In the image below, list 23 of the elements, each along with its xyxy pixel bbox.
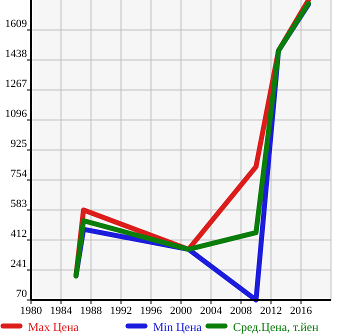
y-tick-label: 1609 (5, 18, 28, 30)
y-tick-label: 583 (10, 198, 28, 210)
x-tick-label: 2016 (290, 305, 312, 317)
y-tick-label: 1096 (5, 108, 28, 120)
y-tick-label: 241 (10, 258, 27, 270)
y-tick-label: 925 (10, 138, 28, 150)
legend-label: Max Цена (28, 320, 80, 334)
x-tick-label: 2000 (170, 305, 192, 317)
x-tick-label: 1980 (20, 305, 42, 317)
y-tick-label: 1438 (5, 48, 28, 60)
legend-label: Min Цена (153, 320, 202, 334)
x-tick-label: 2004 (200, 305, 222, 317)
x-tick-label: 1984 (50, 305, 72, 317)
y-tick-label: 1267 (5, 78, 28, 90)
x-tick-label: 1988 (80, 305, 102, 317)
y-tick-label: 412 (10, 228, 27, 240)
x-tick-label: 1996 (140, 305, 162, 317)
y-tick-label: 70 (16, 288, 28, 300)
x-tick-label: 2008 (230, 305, 252, 317)
legend-label: Сред.Цена, т.йен (233, 320, 320, 334)
y-tick-label: 754 (10, 168, 28, 180)
x-tick-label: 2012 (260, 305, 282, 317)
x-tick-label: 1992 (110, 305, 132, 317)
